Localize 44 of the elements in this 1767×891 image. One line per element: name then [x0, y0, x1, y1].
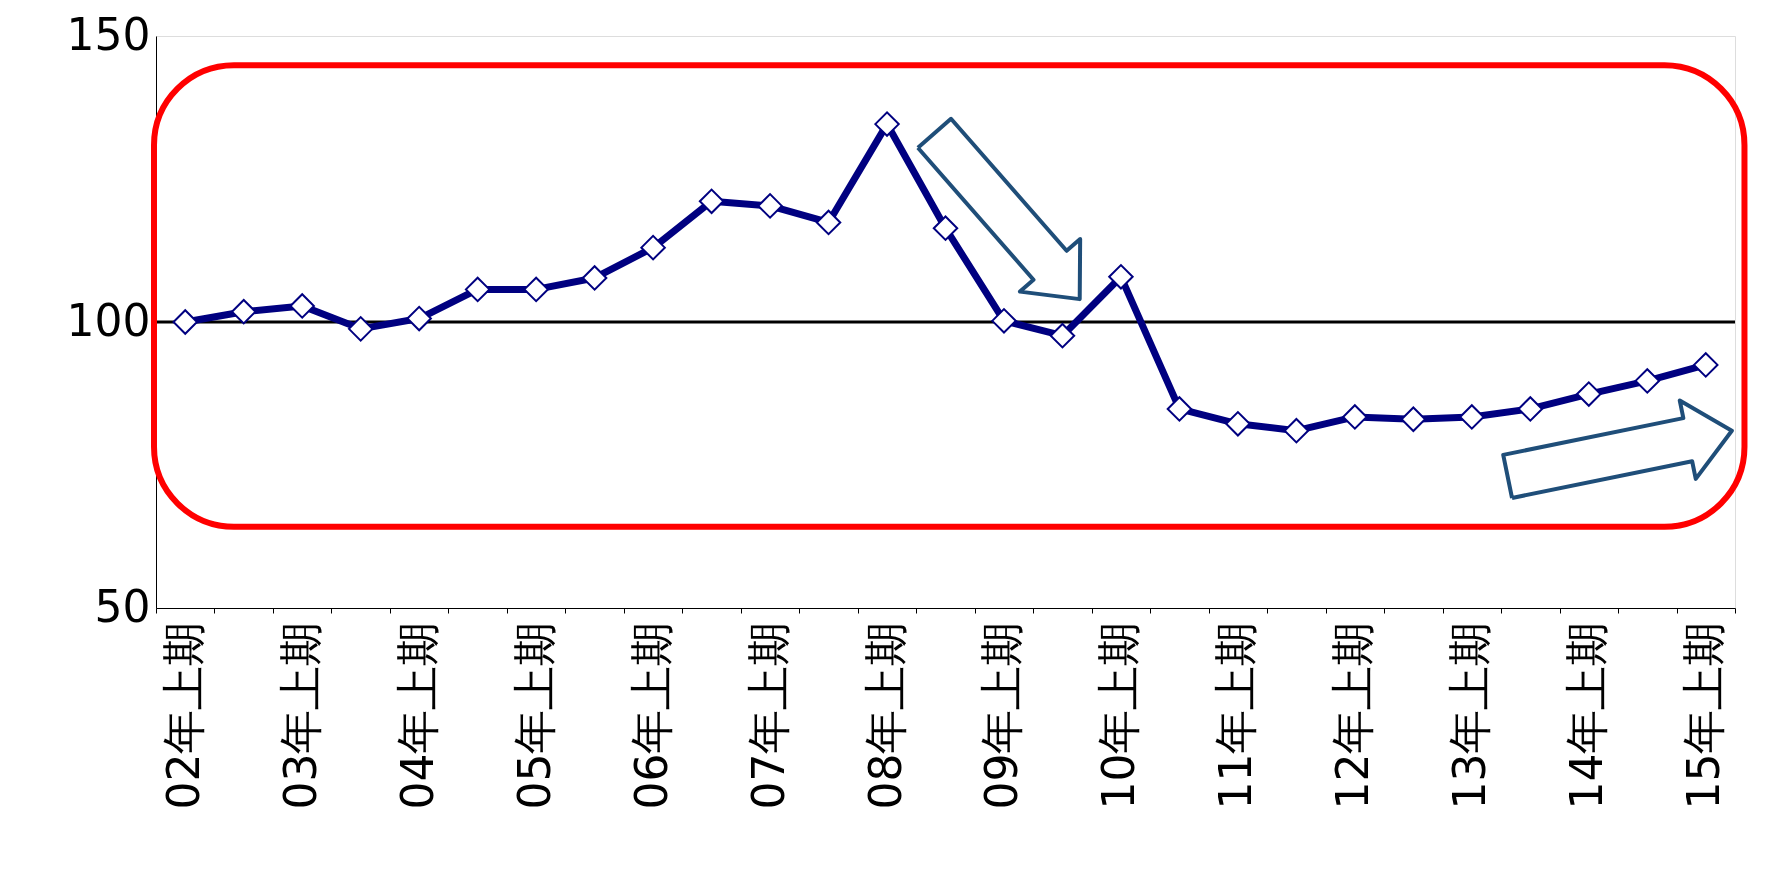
- point: [874, 111, 900, 137]
- x-tick-label: 08年上期: [859, 621, 911, 810]
- point: [464, 276, 491, 303]
- point: [289, 293, 315, 319]
- x-tick-label: 04年上期: [391, 621, 443, 810]
- x-tick-label: 11年上期: [1210, 621, 1262, 810]
- x-tick-label: 09年上期: [976, 621, 1028, 810]
- point: [815, 209, 842, 236]
- point: [1225, 411, 1251, 437]
- x-tick-label: 05年上期: [508, 621, 560, 810]
- point: [1049, 323, 1076, 349]
- y-tick-label: 150: [66, 8, 151, 60]
- point: [581, 265, 608, 291]
- point: [1517, 396, 1544, 422]
- x-tick-label: 13年上期: [1444, 621, 1496, 810]
- point: [1342, 404, 1368, 430]
- point: [1634, 368, 1660, 394]
- x-tick-label: 15年上期: [1678, 621, 1730, 810]
- y-tick-label: 50: [94, 580, 151, 632]
- x-tick-label: 03年上期: [274, 621, 326, 810]
- point: [932, 215, 959, 241]
- x-tick-label: 06年上期: [625, 621, 677, 810]
- point: [347, 316, 374, 342]
- point: [757, 193, 783, 219]
- y-tick-label: 100: [66, 294, 151, 346]
- point: [172, 309, 198, 335]
- x-tick-label: 14年上期: [1561, 621, 1613, 810]
- point: [640, 234, 666, 261]
- point: [1166, 396, 1193, 422]
- x-tick-label: 10年上期: [1093, 621, 1145, 810]
- point: [698, 188, 725, 215]
- x-tick-label: 02年上期: [157, 621, 209, 810]
- point: [1459, 404, 1485, 430]
- point: [523, 276, 549, 303]
- point: [1576, 381, 1602, 407]
- x-tick-label: 12年上期: [1327, 621, 1379, 810]
- point: [991, 308, 1017, 334]
- x-tick-label: 07年上期: [742, 621, 794, 810]
- point: [231, 298, 257, 325]
- point: [406, 305, 432, 332]
- point: [1283, 417, 1310, 444]
- point: [1400, 406, 1427, 432]
- point: [1693, 352, 1719, 378]
- point: [1108, 264, 1134, 290]
